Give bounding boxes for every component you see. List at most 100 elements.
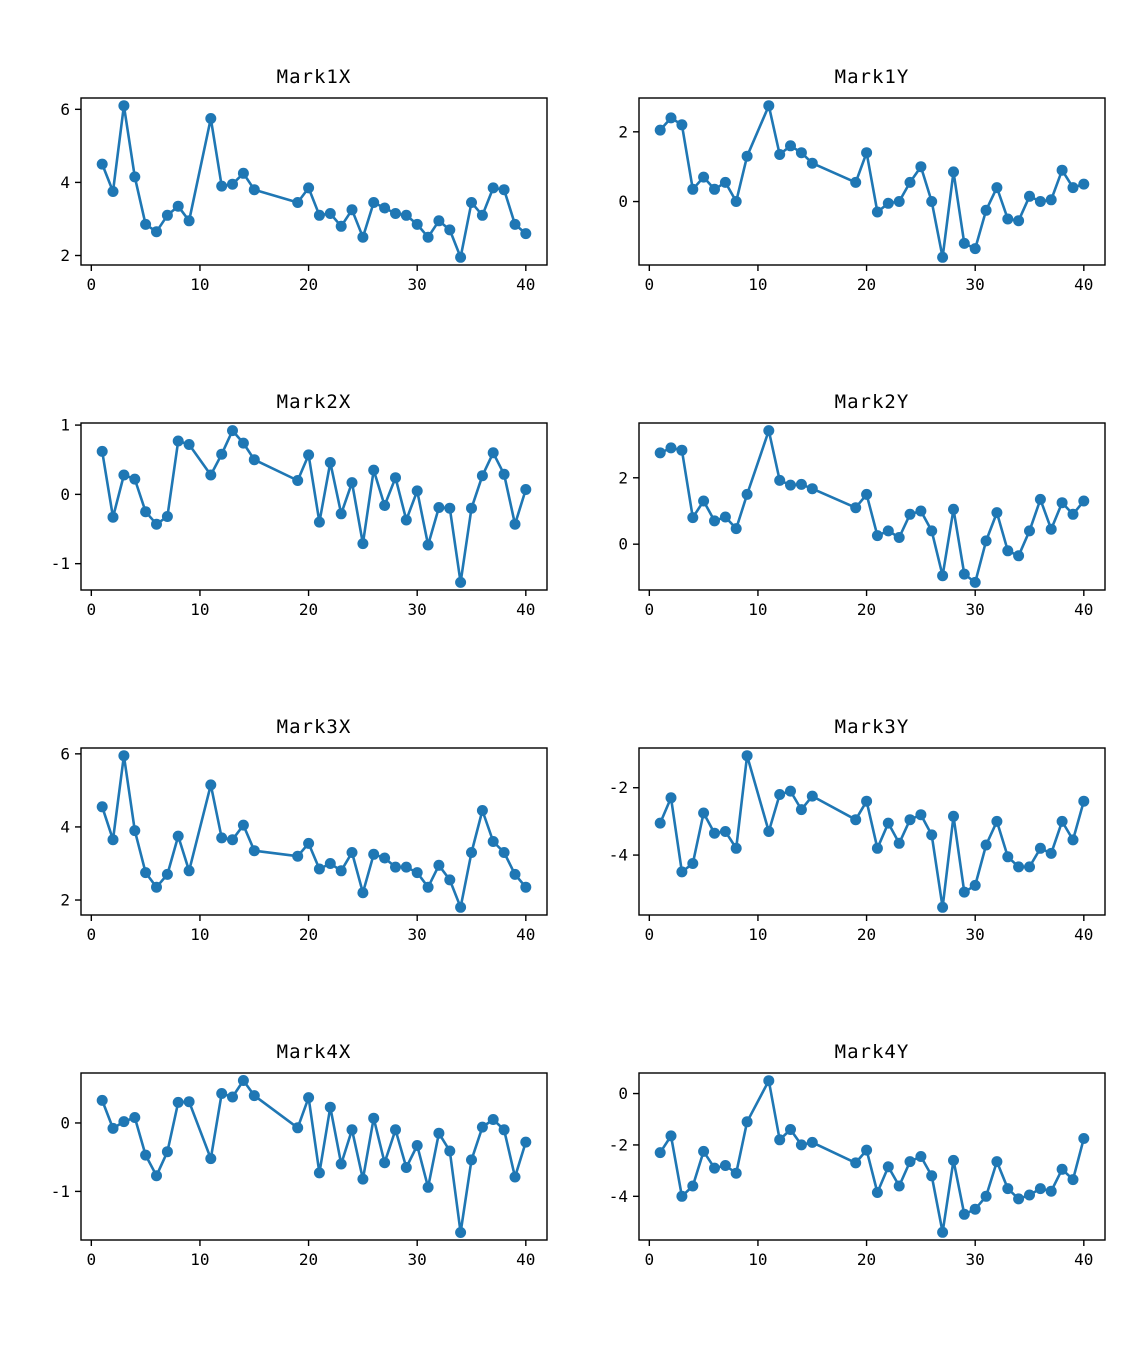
- data-point: [183, 865, 195, 877]
- data-point: [324, 208, 336, 219]
- x-tick-label: 30: [408, 1250, 427, 1269]
- data-point: [455, 901, 467, 913]
- data-point: [1067, 834, 1079, 846]
- data-point: [161, 209, 173, 221]
- data-point: [1056, 164, 1068, 176]
- plot-border: [638, 747, 1106, 916]
- data-point: [850, 176, 862, 188]
- data-point: [237, 437, 249, 449]
- data-point: [904, 1156, 916, 1168]
- x-tick-label: 0: [644, 925, 654, 944]
- data-point: [676, 444, 688, 456]
- data-point: [400, 209, 412, 221]
- data-point: [422, 539, 434, 551]
- data-point: [227, 178, 238, 190]
- data-point: [129, 825, 141, 837]
- data-point: [991, 815, 1003, 827]
- x-tick-label: 30: [408, 275, 427, 294]
- data-point: [1078, 495, 1090, 507]
- data-point: [172, 435, 184, 447]
- x-tick-label: 0: [86, 275, 96, 294]
- data-point: [676, 119, 688, 131]
- data-point: [411, 218, 423, 230]
- data-point: [958, 1208, 970, 1220]
- data-point: [1002, 851, 1014, 863]
- data-point: [654, 447, 666, 459]
- data-point: [118, 1116, 130, 1128]
- x-tick-label: 0: [644, 275, 654, 294]
- x-tick-label: 40: [1074, 1250, 1093, 1269]
- line-chart-mark3x: 0 10 20 30 40 2 4 6: [60, 744, 548, 944]
- data-point: [1024, 190, 1035, 202]
- data-point: [487, 182, 499, 194]
- chart-mark2y: Mark2Y 0 10 20 30 40 0 2: [573, 381, 1125, 624]
- data-point: [248, 454, 260, 466]
- x-tick-label: 30: [966, 1250, 985, 1269]
- data-point: [444, 874, 456, 886]
- chart-mark1y: Mark1Y 0 10 20 30 40 0 2: [573, 56, 1125, 299]
- x-tick-label: 30: [966, 600, 985, 619]
- data-point: [161, 1146, 173, 1158]
- data-point: [96, 445, 108, 457]
- data-point: [183, 1096, 195, 1108]
- data-point: [248, 184, 260, 196]
- data-point: [915, 1151, 927, 1162]
- data-point: [118, 750, 130, 762]
- data-point: [730, 196, 742, 207]
- x-tick-label: 40: [1074, 275, 1093, 294]
- data-point: [709, 1162, 720, 1174]
- data-point: [861, 795, 873, 807]
- y-tick-label: 0: [618, 535, 628, 554]
- chart-title-mark4y: Mark4Y: [834, 1041, 910, 1063]
- data-point: [433, 859, 445, 871]
- data-point: [161, 511, 173, 522]
- data-point: [654, 1147, 666, 1159]
- x-tick-label: 30: [966, 275, 985, 294]
- data-point: [368, 1112, 380, 1124]
- plot-border: [80, 422, 548, 591]
- data-point: [926, 525, 938, 537]
- data-point: [476, 209, 488, 221]
- y-tick-label: 4: [60, 173, 70, 192]
- data-point: [411, 485, 423, 497]
- data-point: [1056, 815, 1068, 827]
- x-tick-label: 20: [857, 600, 876, 619]
- data-point: [172, 200, 184, 212]
- data-line: [658, 1079, 1086, 1234]
- data-point: [882, 817, 894, 829]
- data-point: [303, 182, 315, 194]
- data-point: [476, 805, 488, 816]
- data-point: [904, 176, 916, 188]
- chart-mark4x: Mark4X 0 10 20 30 40 -1 0: [15, 1031, 567, 1274]
- x-tick-label: 20: [299, 275, 318, 294]
- data-point: [140, 218, 152, 230]
- data-point: [520, 484, 532, 495]
- data-point: [379, 202, 391, 214]
- data-point: [871, 206, 883, 218]
- data-point: [303, 1092, 315, 1104]
- data-point: [763, 826, 775, 837]
- data-point: [303, 449, 315, 461]
- data-point: [882, 197, 894, 209]
- data-point: [107, 186, 119, 197]
- data-point: [444, 224, 456, 236]
- data-point: [882, 1161, 894, 1173]
- data-point: [1078, 1133, 1090, 1144]
- data-point: [335, 865, 347, 877]
- data-line: [100, 754, 528, 909]
- data-point: [991, 1156, 1003, 1168]
- data-point: [444, 502, 456, 514]
- data-point: [719, 1160, 731, 1171]
- data-point: [948, 166, 959, 178]
- data-point: [676, 866, 688, 878]
- data-point: [763, 100, 775, 112]
- y-tick-label: -1: [51, 554, 70, 573]
- y-tick-label: 0: [60, 1113, 70, 1132]
- data-point: [763, 1075, 775, 1087]
- x-tick-label: 20: [299, 1250, 318, 1269]
- data-point: [698, 1145, 710, 1157]
- data-point: [466, 1154, 477, 1166]
- data-point: [980, 535, 992, 547]
- data-point: [948, 1154, 959, 1166]
- data-point: [1078, 178, 1090, 190]
